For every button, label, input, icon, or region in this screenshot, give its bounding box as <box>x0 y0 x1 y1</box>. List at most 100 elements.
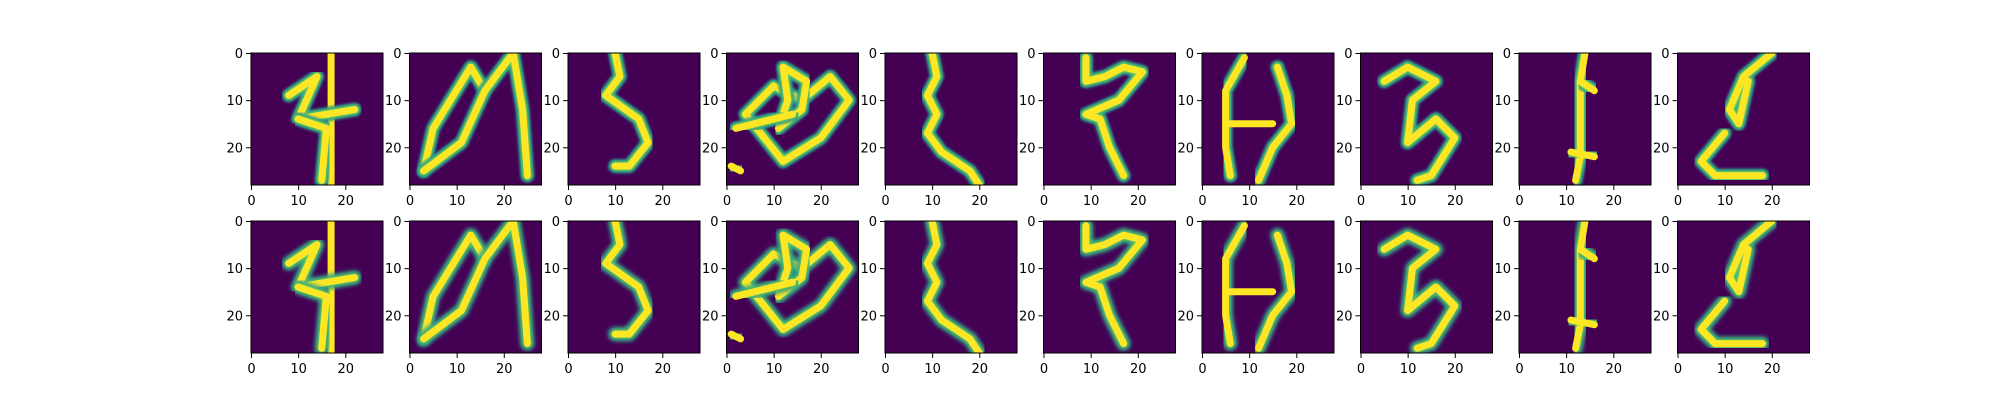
x-tick-label: 10 <box>924 194 941 209</box>
glyph-stroke-core <box>420 221 531 348</box>
x-tick-label: 0 <box>1357 362 1365 377</box>
glyph-strokes <box>726 60 857 178</box>
axes-frame <box>1043 220 1176 354</box>
x-tick-label: 0 <box>1674 362 1682 377</box>
glyph-strokes <box>281 53 362 185</box>
glyph-stroke-core <box>727 162 745 175</box>
y-tick-label: 0 <box>1186 47 1194 62</box>
glyph-strokes <box>1563 221 1602 353</box>
y-tick-label: 10 <box>1019 94 1036 109</box>
x-tick-label: 10 <box>1241 194 1258 209</box>
y-tick-label: 0 <box>1344 215 1352 230</box>
y-tick-label: 20 <box>1494 309 1511 324</box>
x-tick-label: 10 <box>1083 194 1100 209</box>
x-tick-label: 20 <box>1289 194 1306 209</box>
image-panel: 0 10 20 0 10 20 <box>1019 47 1176 209</box>
glyph-stroke-core <box>420 231 489 343</box>
glyph-strokes <box>416 221 535 351</box>
x-tick-label: 0 <box>1357 194 1365 209</box>
glyph-stroke-core <box>1572 221 1589 352</box>
x-tick-label: 20 <box>1764 194 1781 209</box>
glyph-stroke-core <box>1255 63 1296 184</box>
y-tick-label: 20 <box>543 141 560 156</box>
glyph-stroke-core <box>1576 77 1598 95</box>
image-panel: 0 10 20 0 10 20 <box>860 215 1018 377</box>
image-panel: 0 10 20 0 10 20 <box>543 215 701 377</box>
x-tick-label: 10 <box>1241 362 1258 377</box>
image-panel: 0 10 20 0 10 20 <box>1653 47 1810 209</box>
x-tick-label: 10 <box>449 362 466 377</box>
x-tick-label: 0 <box>1198 362 1206 377</box>
axes-frame <box>726 52 859 186</box>
glyph-stroke-core <box>420 63 489 175</box>
x-tick-label: 10 <box>1717 362 1734 377</box>
glyph-strokes <box>1377 60 1462 185</box>
x-tick-label: 10 <box>766 194 783 209</box>
glyph-stroke-core <box>1567 316 1598 329</box>
x-tick-label: 20 <box>496 362 513 377</box>
y-tick-label: 10 <box>385 94 402 109</box>
x-tick-label: 20 <box>1606 194 1623 209</box>
glyph-stroke-core <box>741 73 853 165</box>
glyph-stroke-core <box>732 278 796 300</box>
y-tick-label: 0 <box>869 215 877 230</box>
axes-frame <box>250 52 384 186</box>
y-tick-label: 10 <box>543 94 560 109</box>
x-tick-label: 0 <box>247 362 255 377</box>
glyph-strokes <box>1218 221 1299 353</box>
axes-frame <box>1360 52 1493 186</box>
glyph-stroke-core <box>602 221 652 338</box>
y-tick-label: 10 <box>1336 94 1353 109</box>
x-tick-label: 20 <box>1447 194 1464 209</box>
y-tick-label: 0 <box>1186 215 1194 230</box>
x-tick-label: 0 <box>406 194 414 209</box>
axes-frame <box>1201 52 1335 186</box>
axes-frame <box>726 220 859 354</box>
y-tick-label: 20 <box>1177 309 1194 324</box>
y-tick-label: 10 <box>702 94 719 109</box>
glyph-strokes <box>1377 228 1462 353</box>
image-panel: 0 10 20 0 10 20 <box>385 47 542 209</box>
axes-frame <box>1360 220 1493 354</box>
y-tick-label: 20 <box>385 141 402 156</box>
glyph-strokes <box>598 221 656 342</box>
y-tick-label: 10 <box>1336 262 1353 277</box>
glyph-stroke-core <box>1725 53 1776 128</box>
image-panel: 0 10 20 0 10 20 <box>1494 215 1652 377</box>
glyph-stroke-core <box>1697 129 1766 180</box>
y-tick-label: 20 <box>1653 141 1670 156</box>
x-tick-label: 0 <box>406 362 414 377</box>
y-tick-label: 10 <box>1653 262 1670 277</box>
y-tick-label: 20 <box>1336 309 1353 324</box>
glyph-stroke-core <box>420 53 531 180</box>
x-tick-label: 10 <box>766 362 783 377</box>
axes-frame <box>409 220 542 354</box>
y-tick-label: 10 <box>385 262 402 277</box>
y-tick-label: 10 <box>860 262 877 277</box>
x-tick-label: 20 <box>338 362 355 377</box>
glyph-stroke-core <box>1572 53 1589 184</box>
x-tick-label: 20 <box>972 362 989 377</box>
y-tick-label: 0 <box>710 47 718 62</box>
glyph-stroke-core <box>294 283 330 352</box>
image-panel: 0 10 20 0 10 20 <box>226 47 384 209</box>
glyph-stroke-core <box>1576 245 1598 263</box>
x-tick-label: 10 <box>290 362 307 377</box>
x-tick-label: 20 <box>1764 362 1781 377</box>
y-tick-label: 0 <box>235 47 243 62</box>
axes-frame <box>1043 52 1176 186</box>
x-tick-label: 10 <box>1400 194 1417 209</box>
glyph-stroke-core <box>285 73 359 123</box>
glyph-stroke-core <box>1255 231 1296 352</box>
glyph-stroke-core <box>1082 222 1146 348</box>
y-tick-label: 0 <box>1027 215 1035 230</box>
x-tick-label: 20 <box>1289 362 1306 377</box>
x-tick-label: 0 <box>1674 194 1682 209</box>
glyph-stroke-core <box>732 110 796 132</box>
glyph-strokes <box>1563 53 1602 185</box>
y-tick-label: 20 <box>226 309 243 324</box>
image-panel: 0 10 20 0 10 20 <box>1653 215 1810 377</box>
y-tick-label: 20 <box>385 309 402 324</box>
y-tick-label: 0 <box>393 215 401 230</box>
